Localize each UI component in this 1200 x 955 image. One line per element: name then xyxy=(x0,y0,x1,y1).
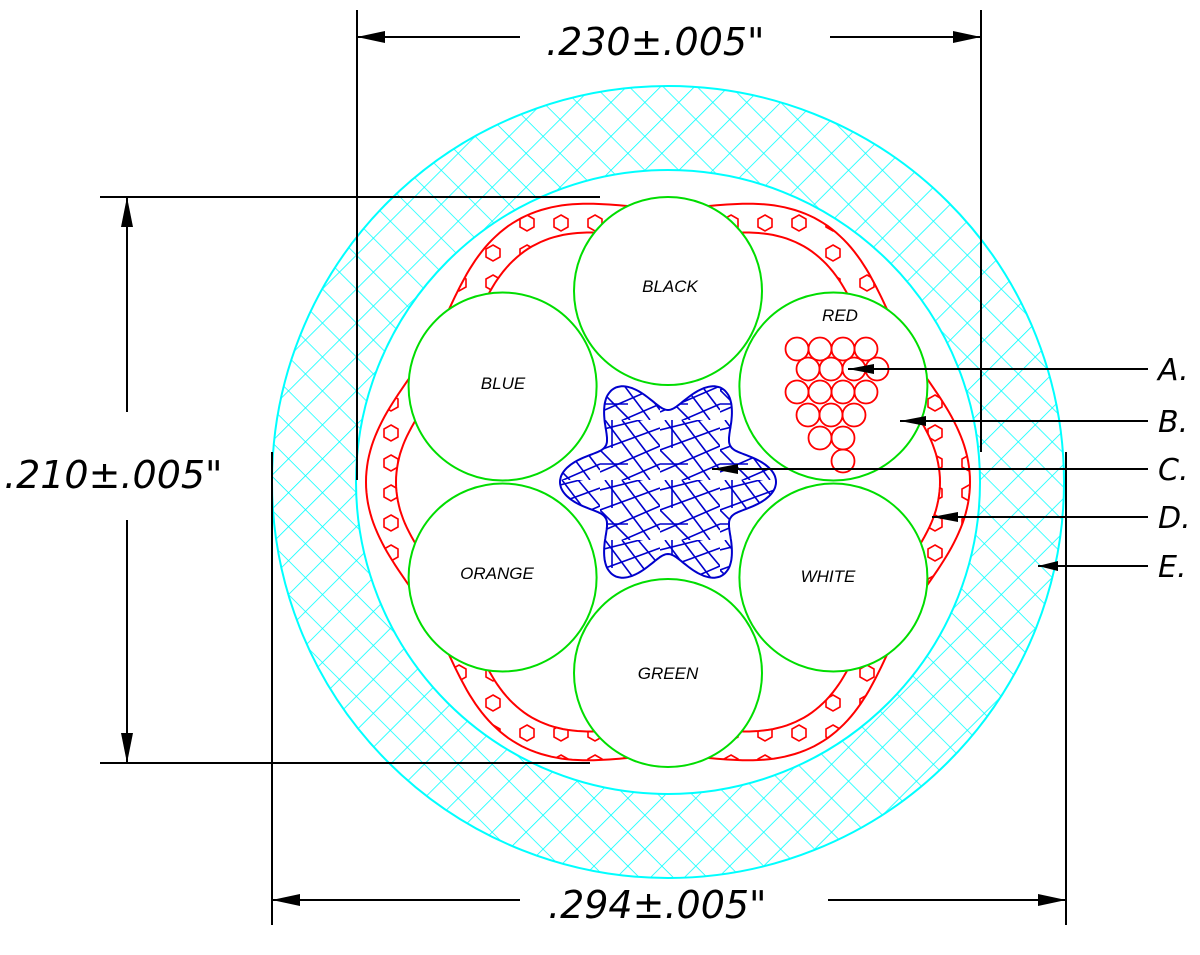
shield-band xyxy=(364,202,972,762)
label-blue: BLUE xyxy=(481,374,526,393)
strand xyxy=(853,336,879,362)
dimension-lines xyxy=(100,10,1067,925)
strand xyxy=(830,448,856,474)
callout-e: E. xyxy=(1158,550,1187,585)
conductor-black xyxy=(573,196,763,386)
callout-arrowheads xyxy=(712,364,1058,571)
conductor-green xyxy=(573,578,763,768)
strand xyxy=(841,402,867,428)
strand-bundle xyxy=(784,336,890,474)
dimension-arrowheads xyxy=(121,31,1066,906)
callout-d: D. xyxy=(1158,501,1191,536)
dimension-left: .210±.005" xyxy=(4,453,223,497)
label-green: GREEN xyxy=(638,664,699,683)
dimension-top: .230±.005" xyxy=(546,20,765,64)
callout-a: A. xyxy=(1156,353,1189,388)
conductor-orange xyxy=(407,482,598,673)
shield-layer xyxy=(364,202,972,762)
dimension-bottom: .294±.005" xyxy=(548,883,767,927)
label-orange: ORANGE xyxy=(460,564,534,583)
callout-leaders xyxy=(712,368,1148,567)
callout-c: C. xyxy=(1158,453,1188,488)
label-red: RED xyxy=(822,306,858,325)
label-white: WHITE xyxy=(801,567,856,586)
filler-core xyxy=(558,385,778,579)
conductor-blue xyxy=(407,291,598,482)
callout-b: B. xyxy=(1158,405,1188,440)
label-black: BLACK xyxy=(642,277,698,296)
strand xyxy=(853,379,879,405)
conductor-white xyxy=(738,482,929,673)
